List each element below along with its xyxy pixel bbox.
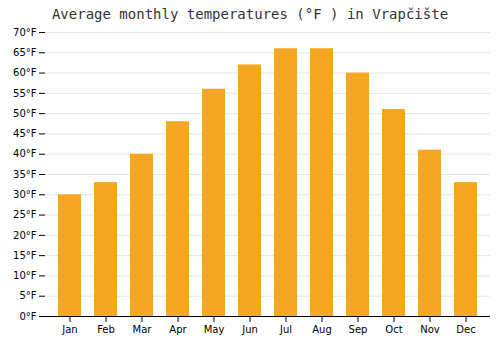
svg-text:0°F: 0°F	[19, 311, 36, 322]
svg-text:40°F: 40°F	[13, 148, 37, 159]
svg-text:10°F: 10°F	[13, 270, 37, 281]
svg-text:65°F: 65°F	[13, 47, 37, 58]
svg-text:25°F: 25°F	[13, 209, 37, 220]
svg-text:Dec: Dec	[456, 324, 475, 335]
html-text:Average monthly temperatures (: Average monthly temperatures (°F ) in Vr…	[51, 6, 449, 22]
svg-text:May: May	[204, 324, 225, 335]
svg-text:Feb: Feb	[97, 324, 115, 335]
svg-text:Oct: Oct	[385, 324, 402, 335]
svg-text:Nov: Nov	[420, 324, 440, 335]
svg-text:15°F: 15°F	[13, 250, 37, 261]
svg-text:70°F: 70°F	[13, 27, 37, 38]
svg-text:20°F: 20°F	[13, 230, 37, 241]
svg-text:55°F: 55°F	[13, 88, 37, 99]
svg-text:Mar: Mar	[133, 324, 153, 335]
svg-text:60°F: 60°F	[13, 67, 37, 78]
svg-text:Sep: Sep	[349, 324, 368, 335]
svg-text:Aug: Aug	[312, 324, 332, 335]
svg-text:Jun: Jun	[241, 324, 258, 335]
svg-text:Jul: Jul	[279, 324, 292, 335]
svg-text:35°F: 35°F	[13, 169, 37, 180]
svg-text:Apr: Apr	[169, 324, 187, 335]
svg-text:30°F: 30°F	[13, 189, 37, 200]
svg-text:Jan: Jan	[61, 324, 77, 335]
svg-text:45°F: 45°F	[13, 128, 37, 139]
svg-text:5°F: 5°F	[19, 290, 36, 301]
svg-text:50°F: 50°F	[13, 108, 37, 119]
